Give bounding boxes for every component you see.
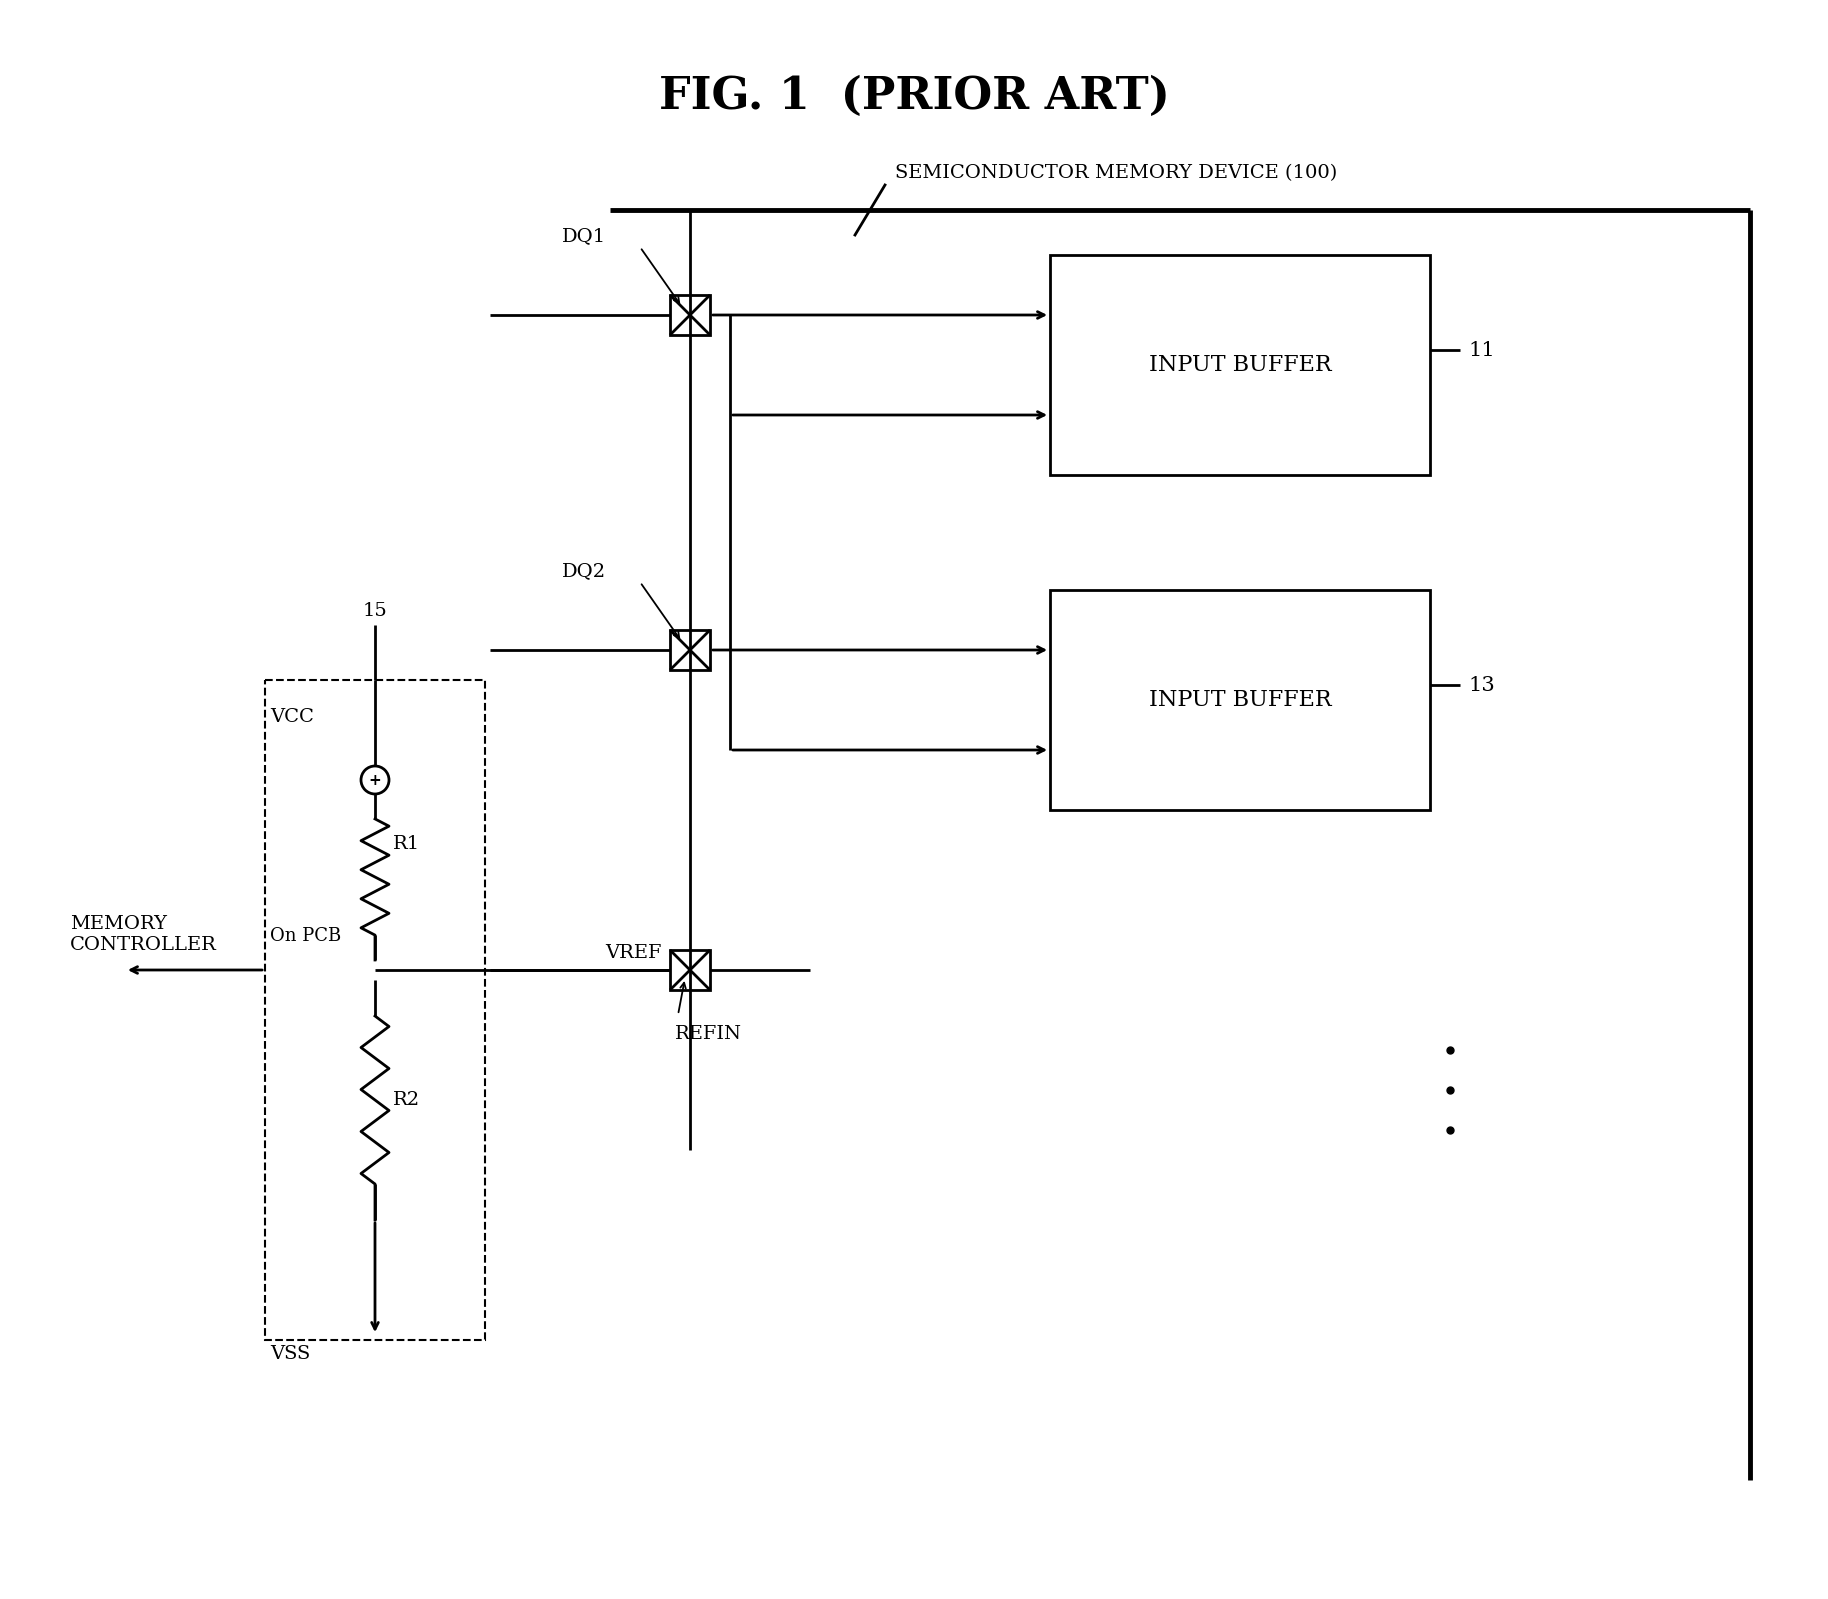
Text: REFIN: REFIN bbox=[675, 1025, 742, 1043]
Text: MEMORY
CONTROLLER: MEMORY CONTROLLER bbox=[69, 915, 218, 953]
Text: 13: 13 bbox=[1468, 675, 1495, 694]
Bar bbox=[1049, 254, 1429, 475]
Bar bbox=[671, 294, 709, 336]
Bar bbox=[265, 680, 484, 1340]
Bar bbox=[671, 630, 709, 670]
Text: INPUT BUFFER: INPUT BUFFER bbox=[1148, 353, 1331, 376]
Text: VSS: VSS bbox=[271, 1345, 311, 1362]
Text: DQ2: DQ2 bbox=[561, 561, 607, 580]
Bar bbox=[671, 950, 709, 990]
Text: DQ1: DQ1 bbox=[561, 227, 607, 245]
Text: 15: 15 bbox=[362, 601, 388, 620]
Text: FIG. 1  (PRIOR ART): FIG. 1 (PRIOR ART) bbox=[658, 75, 1170, 118]
Text: On PCB: On PCB bbox=[271, 927, 342, 945]
Text: 11: 11 bbox=[1468, 341, 1495, 360]
Bar bbox=[1049, 590, 1429, 811]
Text: R2: R2 bbox=[393, 1091, 420, 1110]
Text: INPUT BUFFER: INPUT BUFFER bbox=[1148, 689, 1331, 712]
Text: VREF: VREF bbox=[605, 943, 662, 963]
Text: +: + bbox=[369, 772, 382, 787]
Text: VCC: VCC bbox=[271, 708, 314, 726]
Text: R1: R1 bbox=[393, 835, 420, 852]
Text: SEMICONDUCTOR MEMORY DEVICE (100): SEMICONDUCTOR MEMORY DEVICE (100) bbox=[896, 165, 1338, 182]
